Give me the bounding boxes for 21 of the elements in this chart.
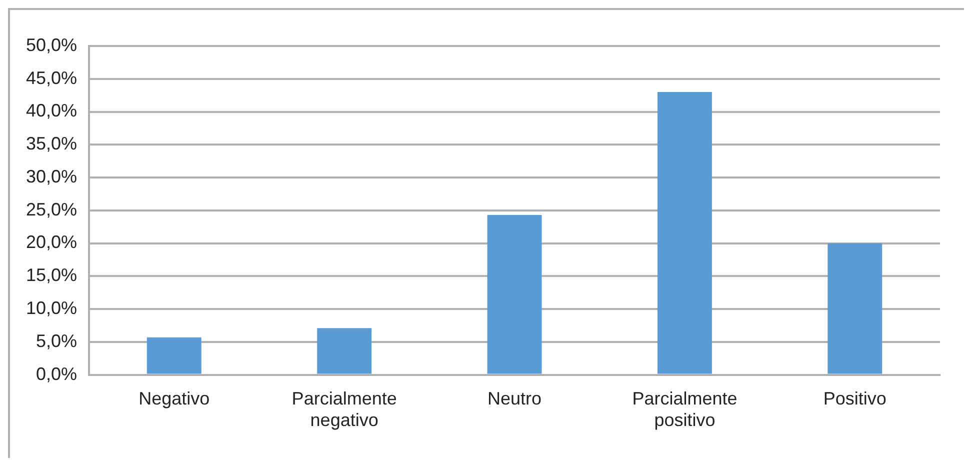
y-tick-label: 50,0% <box>26 34 78 55</box>
bar <box>657 92 712 374</box>
y-tick-label: 30,0% <box>26 166 78 186</box>
y-tick-label: 0,0% <box>36 364 78 384</box>
bar <box>146 337 202 374</box>
x-tick-label: Positivo <box>823 388 886 409</box>
x-tick-label: Parcialmente negativo <box>292 388 397 430</box>
y-tick-label: 25,0% <box>26 199 78 220</box>
y-tick-label: 35,0% <box>26 134 78 154</box>
y-tick-label: 45,0% <box>26 68 78 88</box>
bar <box>487 215 542 374</box>
x-tick-label: Neutro <box>488 388 542 409</box>
y-tick-label: 40,0% <box>26 100 78 121</box>
y-tick-label: 5,0% <box>36 330 78 351</box>
x-tick-label: Negativo <box>138 388 210 409</box>
y-tick-label: 15,0% <box>26 265 78 286</box>
y-tick-label: 20,0% <box>26 232 78 252</box>
y-tick-label: 10,0% <box>26 298 78 318</box>
bar <box>828 243 882 374</box>
x-tick-label: Parcialmente positivo <box>632 388 738 430</box>
bar <box>317 328 372 374</box>
